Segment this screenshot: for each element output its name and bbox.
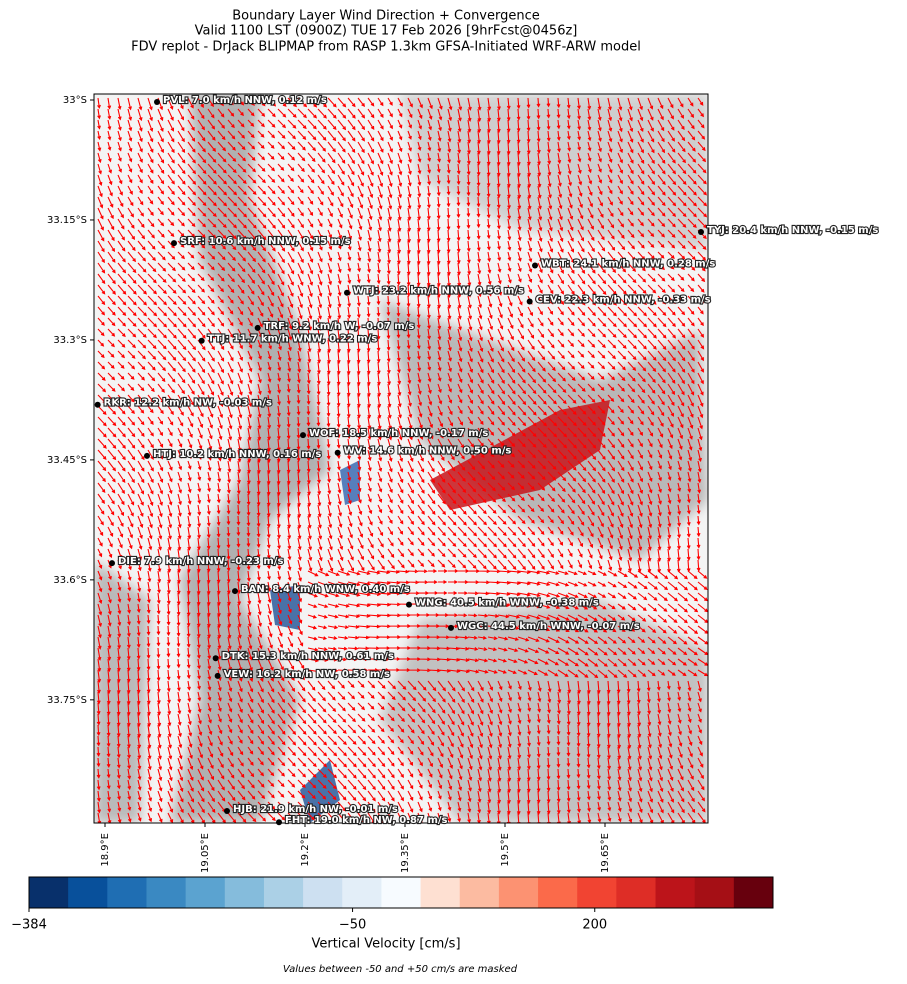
x-tick-label: 19.35°E [400, 833, 411, 873]
colorbar-swatch [538, 877, 578, 908]
station-dot [212, 655, 219, 662]
station-label: HTJ: 10.2 km/h NNW, 0.16 m/s [153, 449, 321, 460]
colorbar-swatch [185, 877, 226, 908]
station-dot [144, 452, 150, 459]
station-dot [154, 98, 160, 105]
station-label: FHT: 19.0 km/h NW, 0.87 m/s [285, 815, 448, 826]
colorbar-swatch [303, 877, 343, 908]
colorbar-swatch [68, 877, 108, 908]
station-label: CEV: 22.3 km/h NNW, -0.33 m/s [536, 295, 711, 306]
colorbar-swatch [146, 877, 187, 908]
station-dot [334, 449, 341, 456]
station-label: WNG: 40.5 km/h WNW, -0.38 m/s [415, 598, 599, 609]
station-label: WV: 14.6 km/h NNW, 0.50 m/s [344, 446, 512, 457]
title-line: FDV replot - DrJack BLIPMAP from RASP 1.… [131, 40, 641, 55]
x-tick-label: 19.65°E [600, 833, 611, 873]
wind-vectors [96, 97, 708, 823]
colorbar-swatch [577, 877, 617, 908]
x-tick-label: 19.2°E [300, 833, 311, 867]
station-dot [526, 298, 533, 305]
station-label: DTK: 15.3 km/h NNW, 0.61 m/s [222, 651, 394, 662]
colorbar-swatch [459, 877, 500, 908]
station-dot [232, 588, 238, 595]
colorbar-swatch [224, 877, 265, 908]
map-area [94, 94, 708, 823]
colorbar-tick-label: −384 [11, 918, 47, 933]
y-tick-label: 33.15°S [47, 215, 87, 226]
station-label: SRF: 10.6 km/h NNW, 0.15 m/s [180, 236, 351, 247]
station-label: HJB: 21.9 km/h NW, -0.01 m/s [233, 804, 398, 815]
station-label: TTJ: 11.7 km/h WNW, 0.22 m/s [208, 334, 378, 345]
station-label: WTJ: 23.2 km/h NNW, 0.56 m/s [353, 286, 524, 297]
colorbar-label: Vertical Velocity [cm/s] [311, 937, 460, 952]
map-frame [93, 93, 709, 824]
colorbar-swatch [498, 877, 539, 908]
y-tick-label: 33.45°S [47, 455, 87, 466]
colorbar-swatch [733, 877, 774, 908]
station-label: RKR: 12.2 km/h NW, -0.03 m/s [104, 398, 272, 409]
y-tick-label: 33°S [63, 95, 87, 106]
station-dot [344, 289, 350, 296]
station-dot [214, 672, 221, 679]
station-label: VEW: 16.2 km/h NW, 0.58 m/s [224, 669, 390, 680]
station-label: TYJ: 20.4 km/h NNW, -0.15 m/s [707, 225, 878, 236]
title-line: Boundary Layer Wind Direction + Converge… [232, 9, 540, 24]
station-dot [171, 240, 177, 247]
station-label: WGC: 44.5 km/h WNW, -0.07 m/s [457, 621, 640, 632]
colorbar-swatch [263, 877, 304, 908]
x-tick-label: 19.5°E [500, 833, 511, 867]
colorbar-swatch [381, 877, 422, 908]
note: Values between -50 and +50 cm/s are mask… [283, 964, 518, 975]
x-tick-label: 19.05°E [200, 833, 211, 873]
y-tick-label: 33.6°S [53, 575, 87, 586]
station-dot [224, 808, 230, 815]
station-label: WBT: 24.1 km/h NNW, 0.28 m/s [541, 259, 715, 270]
y-tick-label: 33.75°S [47, 695, 87, 706]
station-dot [532, 262, 538, 269]
y-tick-label: 33.3°S [53, 335, 87, 346]
x-tick-label: 18.9°E [100, 833, 111, 867]
station-label: TRF: 9.2 km/h W, -0.07 m/s [264, 321, 415, 332]
station-dot [254, 324, 261, 331]
colorbar-tick-label: −50 [339, 918, 366, 933]
title-line: Valid 1100 LST (0900Z) TUE 17 Feb 2026 [… [195, 24, 578, 39]
colorbar-swatch [616, 877, 657, 908]
station-dot [109, 560, 115, 567]
colorbar-swatch [29, 877, 69, 908]
colorbar-swatch [107, 877, 147, 908]
station-dot [698, 228, 704, 235]
station-dot [300, 432, 306, 439]
station-dot [448, 624, 454, 631]
colorbar-frame [28, 876, 774, 909]
colorbar-swatch [655, 877, 696, 908]
station-label: PVL: 7.0 km/h NNW, 0.12 m/s [163, 95, 327, 106]
station-label: WOF: 18.5 km/h NNW, -0.17 m/s [309, 428, 488, 439]
station-label: DIE: 7.9 km/h NNW, -0.23 m/s [118, 556, 283, 567]
colorbar-swatch [694, 877, 735, 908]
station-dot [276, 819, 282, 826]
station-dot [198, 337, 205, 344]
colorbar-tick-label: 200 [582, 918, 607, 933]
convergence-patches [270, 400, 610, 823]
station-dot [94, 401, 101, 408]
station-dot [406, 601, 412, 608]
colorbar-swatch [420, 877, 461, 908]
colorbar-swatch [342, 877, 382, 908]
station-label: BAN: 8.4 km/h WNW, 0.40 m/s [241, 584, 410, 595]
